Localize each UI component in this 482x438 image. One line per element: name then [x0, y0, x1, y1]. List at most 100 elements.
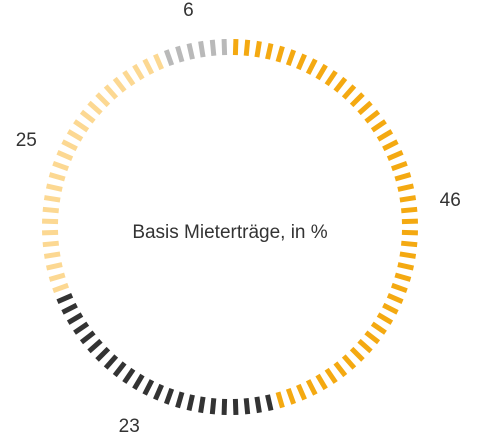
donut-dash-segment-1 — [376, 129, 394, 142]
donut-dash-segment-2 — [186, 394, 195, 412]
donut-dash-segment-1 — [390, 160, 408, 172]
donut-dash-segment-1 — [386, 150, 404, 161]
donut-dash-segment-1 — [341, 354, 357, 370]
donut-dash-segment-2 — [254, 396, 262, 414]
dash-ring — [42, 39, 418, 415]
donut-dash-segment-2 — [142, 379, 155, 396]
donut-dash-segment-1 — [382, 139, 399, 152]
donut-dash-segment-1 — [349, 346, 365, 362]
donut-dash-segment-3 — [61, 139, 78, 152]
donut-dash-segment-1 — [333, 361, 348, 378]
donut-dash-segment-1 — [397, 262, 415, 271]
donut-dash-segment-3 — [42, 229, 59, 236]
donut-dash-segment-2 — [56, 293, 74, 304]
donut-dash-segment-3 — [142, 58, 155, 75]
donut-dash-segment-2 — [79, 330, 96, 345]
donut-dash-segment-1 — [333, 76, 348, 93]
donut-dash-segment-4 — [186, 42, 195, 60]
donut-dash-segment-1 — [243, 39, 251, 56]
donut-dash-segment-1 — [324, 70, 338, 87]
donut-dash-segment-1 — [296, 53, 307, 71]
donut-dash-segment-3 — [48, 272, 66, 282]
donut-dash-segment-2 — [61, 302, 78, 315]
donut-dash-segment-2 — [122, 367, 136, 384]
donut-dash-segment-1 — [349, 92, 365, 108]
donut-dash-segment-2 — [73, 321, 90, 335]
donut-dash-segment-1 — [386, 293, 404, 304]
donut-dash-segment-3 — [45, 183, 63, 192]
donut-dash-segment-1 — [265, 42, 274, 60]
donut-dash-segment-3 — [48, 172, 66, 182]
donut-dash-segment-2 — [103, 354, 119, 370]
donut-dash-segment-1 — [376, 312, 394, 325]
donut-dash-segment-1 — [370, 119, 387, 133]
donut-dash-segment-1 — [357, 100, 373, 116]
donut-dash-segment-2 — [175, 391, 185, 409]
donut-dash-segment-4 — [221, 39, 228, 56]
donut-dash-segment-3 — [66, 129, 84, 142]
donut-dash-segment-3 — [43, 195, 61, 203]
donut-dash-segment-4 — [175, 45, 185, 63]
donut-dash-segment-2 — [112, 361, 127, 378]
donut-dash-segment-1 — [399, 251, 417, 259]
donut-dash-segment-1 — [285, 49, 297, 67]
donut-dash-segment-1 — [324, 367, 338, 384]
donut-dash-segment-1 — [364, 109, 381, 124]
donut-dash-segment-3 — [112, 76, 127, 93]
donut-dash-segment-3 — [73, 119, 90, 133]
donut-dash-segment-1 — [401, 240, 418, 248]
donut-dash-segment-2 — [153, 383, 164, 401]
donut-dash-segment-1 — [305, 379, 318, 396]
donut-dash-segment-3 — [95, 92, 111, 108]
donut-dash-segment-2 — [265, 394, 274, 412]
donut-dash-segment-3 — [42, 218, 59, 225]
center-label: Basis Mieterträge, in % — [132, 222, 327, 243]
donut-dash-segment-3 — [42, 240, 59, 248]
donut-dash-segment-3 — [52, 282, 70, 294]
donut-dash-segment-4 — [209, 39, 217, 56]
donut-dash-segment-1 — [382, 302, 399, 315]
donut-dash-segment-1 — [364, 330, 381, 345]
donut-dash-segment-1 — [401, 206, 418, 214]
segment-value-label: 6 — [183, 0, 194, 21]
donut-dash-segment-3 — [153, 53, 164, 71]
donut-dash-segment-1 — [401, 229, 418, 236]
donut-dash-segment-1 — [315, 63, 328, 81]
donut-dash-segment-4 — [163, 49, 175, 67]
donut-dash-segment-3 — [52, 160, 70, 172]
donut-dash-segment-3 — [87, 100, 103, 116]
donut-dash-segment-4 — [198, 40, 206, 58]
segment-labels: 46 23 25 6 — [16, 0, 461, 437]
donut-dash-segment-2 — [198, 396, 206, 414]
donut-dash-segment-1 — [401, 218, 418, 225]
donut-dash-segment-1 — [399, 195, 417, 203]
segment-value-label: 23 — [119, 416, 140, 437]
donut-dash-segment-3 — [103, 84, 119, 100]
segment-value-label: 46 — [440, 190, 461, 211]
donut-dash-segment-1 — [370, 321, 387, 335]
donut-dash-segment-1 — [275, 45, 285, 63]
donut-dash-segment-1 — [305, 58, 318, 75]
donut-dash-segment-2 — [243, 398, 251, 415]
segment-value-label: 25 — [16, 130, 37, 151]
donut-dash-segment-2 — [66, 312, 84, 325]
donut-dash-segment-2 — [95, 346, 111, 362]
donut-dash-segment-1 — [275, 391, 285, 409]
donut-dash-segment-1 — [285, 387, 297, 405]
donut-dash-segment-2 — [163, 387, 175, 405]
donut-dash-segment-1 — [357, 338, 373, 354]
donut-dash-segment-1 — [390, 282, 408, 294]
donut-dash-segment-1 — [232, 39, 239, 56]
donut-dash-segment-1 — [397, 183, 415, 192]
donut-dash-segment-2 — [87, 338, 103, 354]
donut-dash-segment-3 — [132, 63, 145, 81]
donut-dash-segment-3 — [43, 251, 61, 259]
donut-dash-segment-2 — [232, 398, 239, 415]
donut-dash-segment-1 — [341, 84, 357, 100]
donut-dash-segment-1 — [296, 383, 307, 401]
donut-dash-segment-3 — [56, 150, 74, 161]
donut-dash-segment-2 — [132, 373, 145, 391]
donut-dash-segment-2 — [221, 398, 228, 415]
